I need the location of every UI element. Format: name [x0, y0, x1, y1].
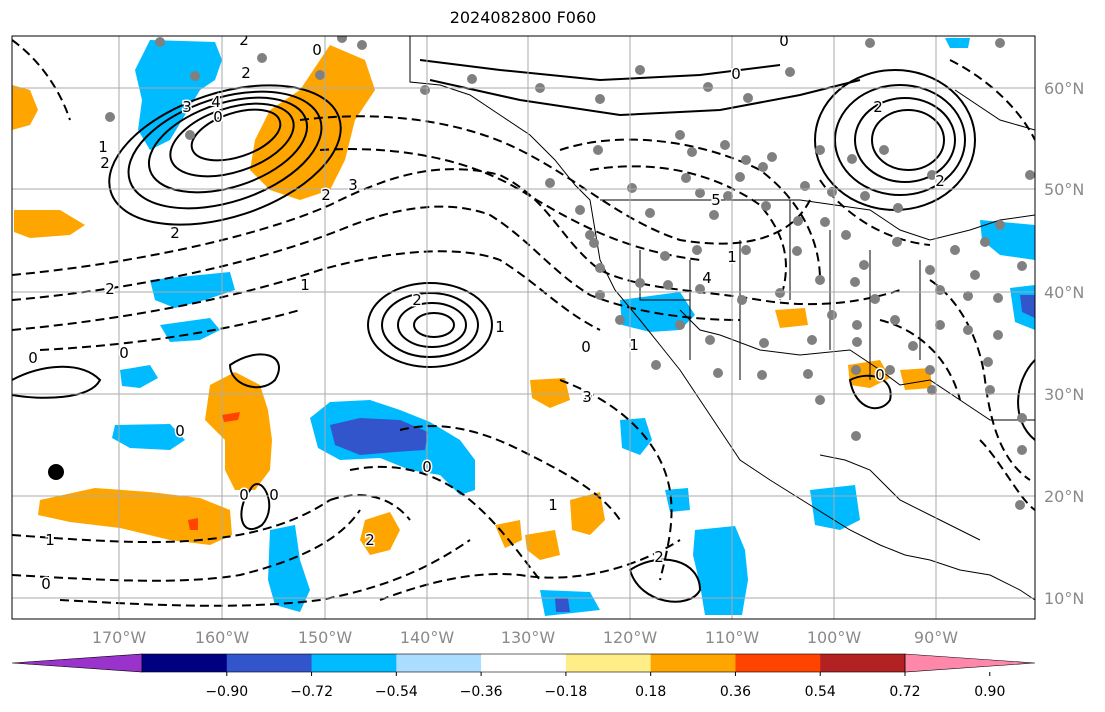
colorbar-bin — [735, 654, 821, 672]
contour-label: 2 — [873, 98, 883, 116]
contour-label: 1 — [495, 318, 505, 336]
contour-label: 1 — [727, 248, 737, 266]
lat-tick: 40°N — [1044, 283, 1084, 302]
contour-label: 1 — [98, 138, 108, 156]
lon-tick: 90°W — [914, 628, 958, 647]
colorbar-label: 0.90 — [974, 684, 1005, 700]
contour-label: 2 — [100, 154, 110, 172]
latitude-ticks: 60°N 50°N 40°N 30°N 20°N 10°N — [1044, 79, 1084, 608]
contour-label: 1 — [45, 531, 55, 549]
contour-label: 5 — [711, 191, 721, 209]
lat-tick: 20°N — [1044, 487, 1084, 506]
storm-center-marker — [48, 464, 64, 480]
contour-label: 3 — [182, 98, 192, 116]
contour-label: 2 — [935, 172, 945, 190]
contour-label: 0 — [213, 108, 223, 126]
contour-label: 0 — [779, 32, 789, 50]
longitude-ticks: 170°W 160°W 150°W 140°W 130°W 120°W 110°… — [92, 628, 958, 647]
contour-label: 2 — [412, 291, 422, 309]
dashed-contours — [12, 39, 1035, 607]
map-title: 2024082800 F060 — [449, 8, 597, 27]
contour-label: 0 — [422, 458, 432, 476]
colorbar-label: 0.54 — [805, 684, 836, 700]
colorbar-label: −0.54 — [375, 684, 418, 700]
colorbar-bin — [565, 654, 652, 672]
colorbar-extend-low — [11, 653, 143, 673]
contour-label: 0 — [28, 349, 38, 367]
contour-label: 0 — [312, 41, 322, 59]
graticule — [12, 36, 1035, 619]
colorbar-bin — [650, 654, 736, 672]
contour-label: 2 — [170, 224, 180, 242]
colorbar-label: 0.18 — [635, 684, 666, 700]
contour-label: 2 — [241, 64, 251, 82]
contour-label: 0 — [175, 422, 185, 440]
contour-label: 2 — [239, 31, 249, 49]
colorbar-bin — [481, 654, 567, 672]
colorbar-frame — [141, 653, 906, 673]
lat-tick: 50°N — [1044, 180, 1084, 199]
lon-tick: 150°W — [298, 628, 353, 647]
colorbar-label: 0.36 — [720, 684, 751, 700]
contour-label: 0 — [269, 486, 279, 504]
contour-label: 0 — [41, 575, 51, 593]
colorbar-bin — [226, 654, 313, 672]
colorbar-label: −0.36 — [460, 684, 503, 700]
contour-label: 1 — [300, 276, 310, 294]
contour-label: 2 — [365, 531, 375, 549]
contour-label: 1 — [629, 336, 639, 354]
contour-label: 4 — [211, 93, 221, 111]
lon-tick: 130°W — [501, 628, 556, 647]
lon-tick: 170°W — [92, 628, 147, 647]
lon-tick: 100°W — [807, 628, 862, 647]
contour-label: 3 — [582, 388, 592, 406]
contour-label: 3 — [348, 176, 358, 194]
colorbar: −0.90 −0.72 −0.54 −0.36 −0.18 0.18 0.36 0.54 0.7… — [11, 653, 1036, 700]
lon-tick: 120°W — [603, 628, 658, 647]
lat-tick: 60°N — [1044, 79, 1084, 98]
contour-label: 4 — [702, 269, 712, 287]
colorbar-extend-high — [904, 653, 1036, 673]
colorbar-bin — [142, 654, 228, 672]
lat-tick: 30°N — [1044, 385, 1084, 404]
contour-label: 0 — [239, 486, 249, 504]
colorbar-bin — [311, 654, 397, 672]
contour-label: 0 — [731, 65, 741, 83]
contour-label: 0 — [119, 344, 129, 362]
colorbar-label: −0.72 — [290, 684, 333, 700]
coastlines — [409, 36, 1035, 601]
colorbar-label: 0.72 — [889, 684, 920, 700]
colorbar-bin — [820, 654, 906, 672]
lat-tick: 10°N — [1044, 589, 1084, 608]
shaded-fields — [12, 38, 1035, 616]
contour-label: 0 — [581, 338, 591, 356]
contour-label: 0 — [583, 388, 593, 406]
contour-label: 2 — [321, 186, 331, 204]
colorbar-label: −0.90 — [205, 684, 248, 700]
colorbar-bin — [396, 654, 482, 672]
contour-label: 2 — [654, 548, 664, 566]
contour-label: 2 — [105, 280, 115, 298]
lon-tick: 160°W — [195, 628, 250, 647]
colorbar-label: −0.18 — [544, 684, 587, 700]
lon-tick: 110°W — [705, 628, 760, 647]
contour-label: 0 — [875, 366, 885, 384]
map-frame — [11, 35, 1036, 620]
lon-tick: 140°W — [400, 628, 455, 647]
contour-label: 1 — [548, 496, 558, 514]
